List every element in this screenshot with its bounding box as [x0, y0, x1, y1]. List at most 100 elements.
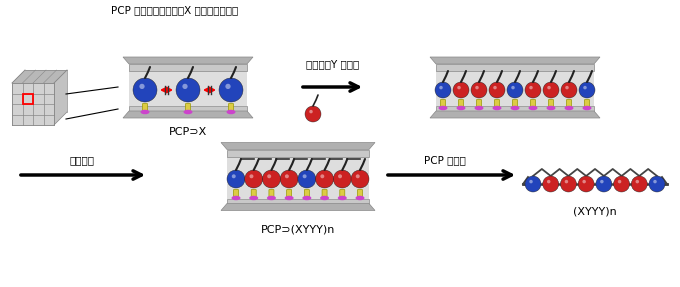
- Ellipse shape: [439, 106, 447, 110]
- Circle shape: [493, 86, 497, 89]
- Circle shape: [133, 78, 157, 102]
- FancyBboxPatch shape: [494, 100, 500, 108]
- Circle shape: [309, 110, 313, 113]
- Polygon shape: [221, 203, 375, 210]
- Circle shape: [320, 174, 324, 178]
- Text: PCP⊃(XYYY)n: PCP⊃(XYYY)n: [261, 224, 335, 234]
- Ellipse shape: [475, 106, 483, 110]
- Circle shape: [176, 78, 200, 102]
- Circle shape: [351, 170, 369, 188]
- FancyBboxPatch shape: [441, 100, 445, 108]
- Circle shape: [618, 180, 622, 183]
- Circle shape: [453, 82, 469, 98]
- Circle shape: [435, 82, 451, 98]
- Circle shape: [547, 86, 551, 89]
- FancyBboxPatch shape: [269, 189, 274, 199]
- Ellipse shape: [528, 106, 537, 110]
- Circle shape: [280, 170, 298, 188]
- FancyBboxPatch shape: [228, 104, 233, 113]
- Ellipse shape: [338, 196, 347, 200]
- Polygon shape: [227, 156, 369, 199]
- Circle shape: [439, 86, 443, 89]
- Polygon shape: [430, 111, 600, 118]
- Ellipse shape: [456, 106, 466, 110]
- Polygon shape: [129, 71, 247, 106]
- Circle shape: [316, 170, 334, 188]
- FancyBboxPatch shape: [566, 100, 571, 108]
- Ellipse shape: [492, 106, 502, 110]
- Circle shape: [636, 180, 639, 183]
- Polygon shape: [54, 70, 67, 125]
- Ellipse shape: [285, 196, 294, 200]
- Circle shape: [245, 170, 262, 188]
- Text: (XYYY)n: (XYYY)n: [573, 207, 617, 217]
- Ellipse shape: [226, 110, 235, 114]
- FancyBboxPatch shape: [287, 189, 292, 199]
- Circle shape: [649, 176, 665, 192]
- Circle shape: [250, 174, 254, 178]
- Circle shape: [356, 174, 360, 178]
- FancyBboxPatch shape: [305, 189, 309, 199]
- Circle shape: [511, 86, 515, 89]
- FancyBboxPatch shape: [340, 189, 345, 199]
- Circle shape: [298, 170, 316, 188]
- Polygon shape: [430, 57, 600, 64]
- FancyBboxPatch shape: [251, 189, 256, 199]
- Circle shape: [565, 86, 568, 89]
- Circle shape: [457, 86, 461, 89]
- Ellipse shape: [249, 196, 258, 200]
- FancyBboxPatch shape: [233, 189, 239, 199]
- Ellipse shape: [141, 110, 150, 114]
- Ellipse shape: [231, 196, 241, 200]
- Circle shape: [232, 174, 236, 178]
- Circle shape: [529, 86, 532, 89]
- Circle shape: [262, 170, 280, 188]
- Circle shape: [543, 176, 559, 192]
- FancyBboxPatch shape: [143, 104, 148, 113]
- Circle shape: [182, 84, 188, 89]
- Polygon shape: [12, 83, 54, 125]
- Circle shape: [285, 174, 289, 178]
- Ellipse shape: [511, 106, 520, 110]
- Ellipse shape: [356, 196, 364, 200]
- Circle shape: [489, 82, 505, 98]
- Circle shape: [267, 174, 271, 178]
- Polygon shape: [123, 57, 253, 64]
- Circle shape: [305, 106, 321, 122]
- Circle shape: [564, 180, 568, 183]
- FancyBboxPatch shape: [530, 100, 536, 108]
- Polygon shape: [221, 143, 375, 150]
- FancyBboxPatch shape: [322, 189, 327, 199]
- Circle shape: [547, 180, 551, 183]
- Circle shape: [529, 180, 532, 183]
- Polygon shape: [129, 64, 247, 71]
- Polygon shape: [123, 111, 253, 118]
- Circle shape: [139, 84, 145, 89]
- Polygon shape: [227, 199, 369, 203]
- Circle shape: [631, 176, 647, 192]
- Circle shape: [475, 86, 479, 89]
- Circle shape: [525, 176, 541, 192]
- Circle shape: [579, 82, 595, 98]
- FancyBboxPatch shape: [186, 104, 190, 113]
- Circle shape: [578, 176, 594, 192]
- Circle shape: [596, 176, 612, 192]
- Ellipse shape: [184, 110, 192, 114]
- Ellipse shape: [320, 196, 329, 200]
- Polygon shape: [227, 150, 369, 156]
- Circle shape: [525, 82, 541, 98]
- Text: モノマーY を吸着: モノマーY を吸着: [307, 59, 360, 69]
- Circle shape: [338, 174, 342, 178]
- FancyBboxPatch shape: [585, 100, 590, 108]
- Circle shape: [582, 180, 586, 183]
- Polygon shape: [436, 106, 594, 111]
- Polygon shape: [12, 70, 67, 83]
- FancyBboxPatch shape: [513, 100, 517, 108]
- Text: PCP⊃X: PCP⊃X: [169, 127, 207, 137]
- Polygon shape: [436, 71, 594, 106]
- Ellipse shape: [267, 196, 276, 200]
- FancyBboxPatch shape: [549, 100, 554, 108]
- Bar: [22, 94, 33, 104]
- Circle shape: [583, 86, 587, 89]
- Circle shape: [303, 174, 307, 178]
